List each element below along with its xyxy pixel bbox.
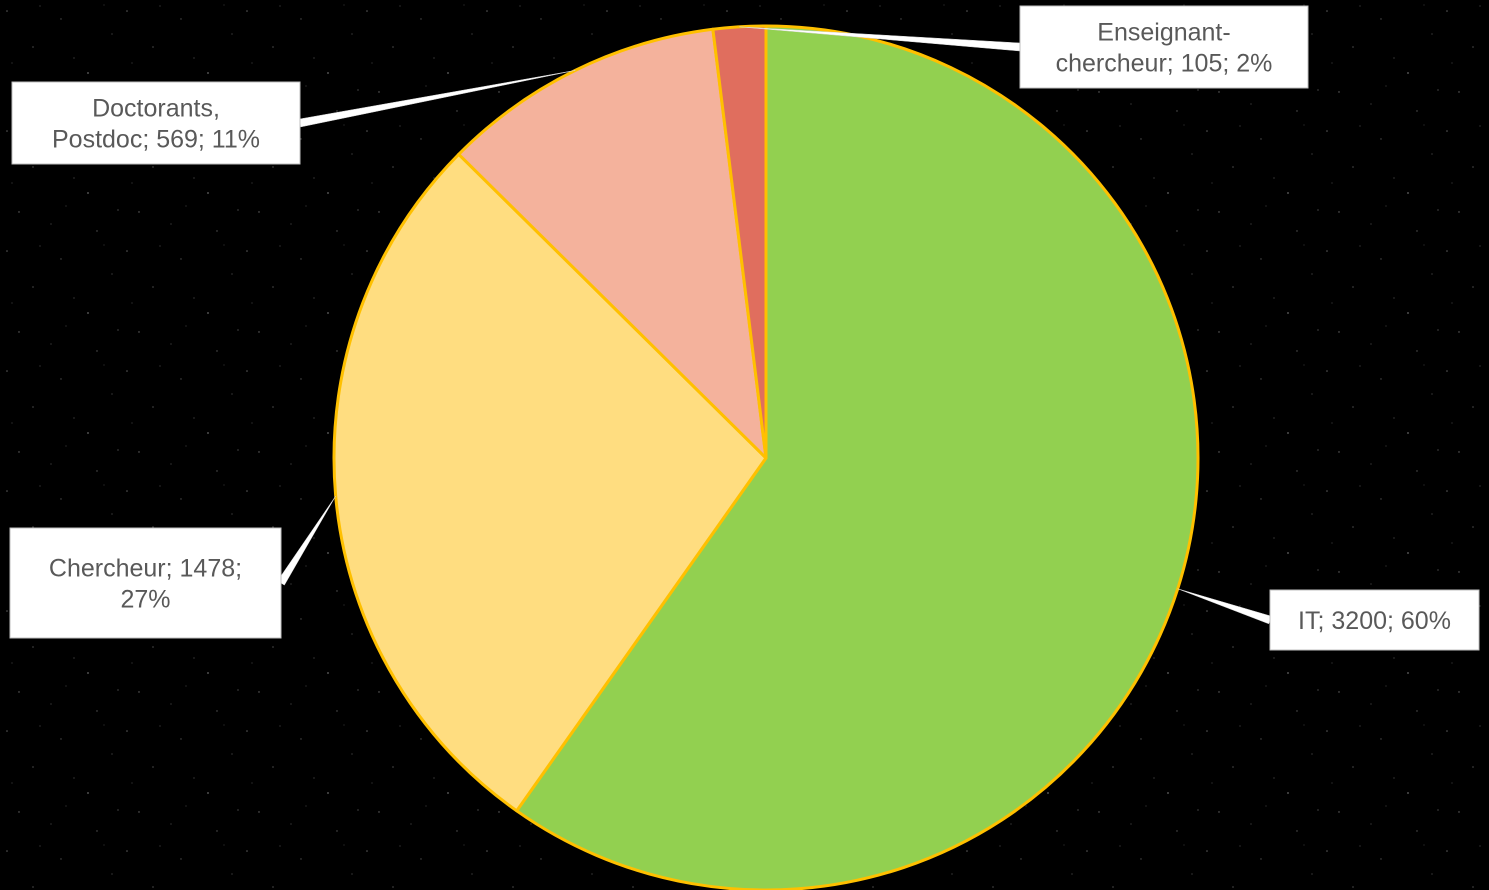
pie-slices [332, 24, 1200, 890]
data-label-text: Enseignant- [1097, 19, 1230, 47]
data-label-text: 27% [120, 586, 170, 614]
data-label-text: Doctorants, [92, 95, 220, 123]
data-label-box [1019, 5, 1309, 89]
data-label-text: Chercheur; 1478; [49, 555, 242, 583]
data-label-text: Postdoc; 569; 11% [52, 126, 260, 154]
pie-slice-doctorants-postdoc [457, 27, 768, 460]
data-label-box [1269, 589, 1480, 651]
data-labels: IT; 3200; 60% Chercheur; 1478; 27% Doctoran… [9, 5, 1480, 651]
data-label-box [11, 81, 301, 165]
data-label-box [9, 527, 282, 639]
data-label-text: chercheur; 105; 2% [1056, 50, 1273, 78]
data-label-text: IT; 3200; 60% [1298, 607, 1451, 635]
